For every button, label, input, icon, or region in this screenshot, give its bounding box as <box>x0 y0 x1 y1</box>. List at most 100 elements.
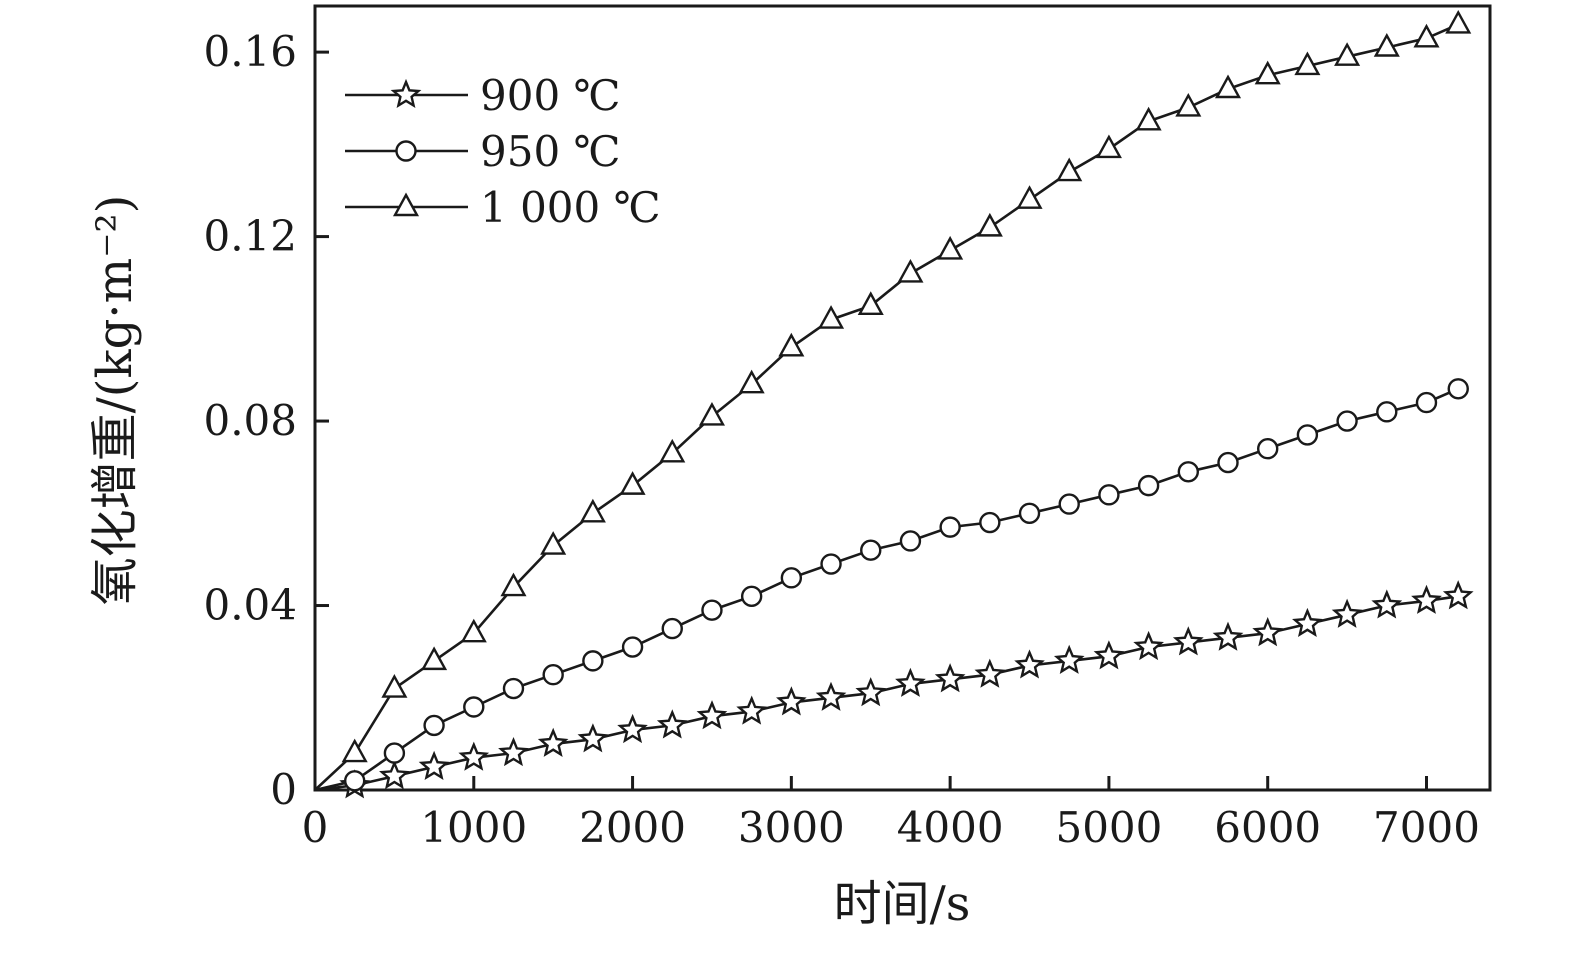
triangle-marker <box>500 572 527 597</box>
triangle-marker <box>1445 9 1472 34</box>
circle-marker <box>1018 502 1041 524</box>
triangle-marker <box>540 531 567 555</box>
star-marker <box>379 760 410 790</box>
star-marker <box>1093 640 1125 670</box>
circle-marker <box>1098 484 1120 506</box>
triangle-marker <box>1334 42 1361 66</box>
triangle-marker <box>1254 60 1281 85</box>
star-marker <box>617 713 648 744</box>
plot-frame <box>313 4 1492 792</box>
triangle-marker <box>1214 74 1242 99</box>
series-circle <box>314 378 1469 792</box>
star-marker <box>1014 649 1045 679</box>
y-tick-label: 0.12 <box>203 212 297 261</box>
triangle-marker <box>857 291 884 315</box>
y-tick-label: 0.16 <box>203 27 297 76</box>
star-marker <box>895 667 926 697</box>
y-tick-label: 0.04 <box>203 581 297 630</box>
star-marker <box>498 736 529 767</box>
triangle-marker <box>976 212 1003 237</box>
triangle-marker <box>1095 134 1122 159</box>
triangle-marker <box>778 332 805 357</box>
triangle-marker <box>937 235 964 260</box>
legend-label: 950 ℃ <box>480 127 621 176</box>
triangle-marker <box>738 369 765 394</box>
star-marker <box>1212 621 1244 651</box>
star-marker <box>458 741 490 771</box>
series-line <box>314 387 1459 792</box>
circle-marker <box>383 742 406 764</box>
circle-marker <box>1336 410 1358 432</box>
circle-marker <box>542 664 564 686</box>
circle-marker <box>1058 493 1080 515</box>
circle-marker <box>740 585 763 608</box>
circle-marker <box>1177 461 1200 483</box>
triangle-marker <box>579 498 606 523</box>
star-marker <box>577 723 609 753</box>
x-tick-label: 6000 <box>1214 803 1321 852</box>
y-axis-label: 氧化增重/(kg·m⁻²) <box>87 194 143 606</box>
star-marker <box>1252 617 1284 647</box>
triangle-marker <box>381 674 408 698</box>
circle-marker <box>939 516 961 538</box>
series-line <box>314 595 1459 792</box>
star-marker <box>696 700 728 730</box>
triangle-marker <box>1413 23 1440 48</box>
x-axis-label: 时间/s <box>833 876 971 932</box>
star-marker <box>1292 607 1323 638</box>
circle-marker <box>502 677 525 700</box>
triangle-marker <box>1016 185 1043 209</box>
circle-marker <box>423 714 445 737</box>
star-marker <box>537 727 569 757</box>
circle-marker <box>343 770 366 792</box>
star-marker <box>656 709 688 739</box>
circle-marker <box>820 553 842 575</box>
circle-marker <box>899 530 922 552</box>
circle-marker <box>780 567 803 589</box>
circle-marker <box>1447 378 1469 400</box>
star-marker <box>390 78 422 109</box>
triangle-marker <box>659 438 686 463</box>
circle-marker <box>1296 424 1319 446</box>
series-triangle <box>314 9 1472 791</box>
axis-ticks <box>313 50 1428 792</box>
triangle-marker <box>1373 33 1400 57</box>
star-marker <box>1442 580 1474 610</box>
x-tick-label: 4000 <box>897 803 1004 852</box>
circle-marker <box>395 140 417 162</box>
star-marker <box>776 686 807 716</box>
triangle-marker <box>392 192 420 217</box>
y-tick-label: 0.08 <box>203 396 297 445</box>
circle-marker <box>582 650 604 672</box>
star-marker <box>1053 644 1085 674</box>
star-marker <box>1172 626 1204 656</box>
x-tick-label: 1000 <box>420 803 527 852</box>
triangle-marker <box>619 471 646 495</box>
triangle-marker <box>421 646 448 671</box>
star-marker <box>815 681 847 711</box>
circle-marker <box>621 636 644 658</box>
star-marker <box>1133 630 1164 661</box>
x-tick-label: 5000 <box>1055 803 1162 852</box>
y-tick-label: 0 <box>270 765 297 814</box>
triangle-marker <box>897 258 924 283</box>
circle-marker <box>979 511 1001 534</box>
circle-marker <box>701 599 723 621</box>
circle-marker <box>1257 438 1279 460</box>
star-marker <box>934 663 966 693</box>
triangle-marker <box>1294 51 1321 76</box>
triangle-marker <box>818 305 845 329</box>
x-tick-label: 7000 <box>1373 803 1480 852</box>
star-marker <box>1411 584 1442 614</box>
star-marker <box>1331 598 1363 628</box>
x-tick-label: 3000 <box>738 803 845 852</box>
circle-marker <box>661 617 683 640</box>
star-marker <box>736 695 767 725</box>
triangle-marker <box>341 738 368 763</box>
series-star <box>314 580 1474 799</box>
star-marker <box>1371 589 1403 619</box>
triangle-marker <box>698 401 725 426</box>
legend-label: 1 000 ℃ <box>480 183 661 232</box>
triangle-marker <box>1175 92 1202 117</box>
